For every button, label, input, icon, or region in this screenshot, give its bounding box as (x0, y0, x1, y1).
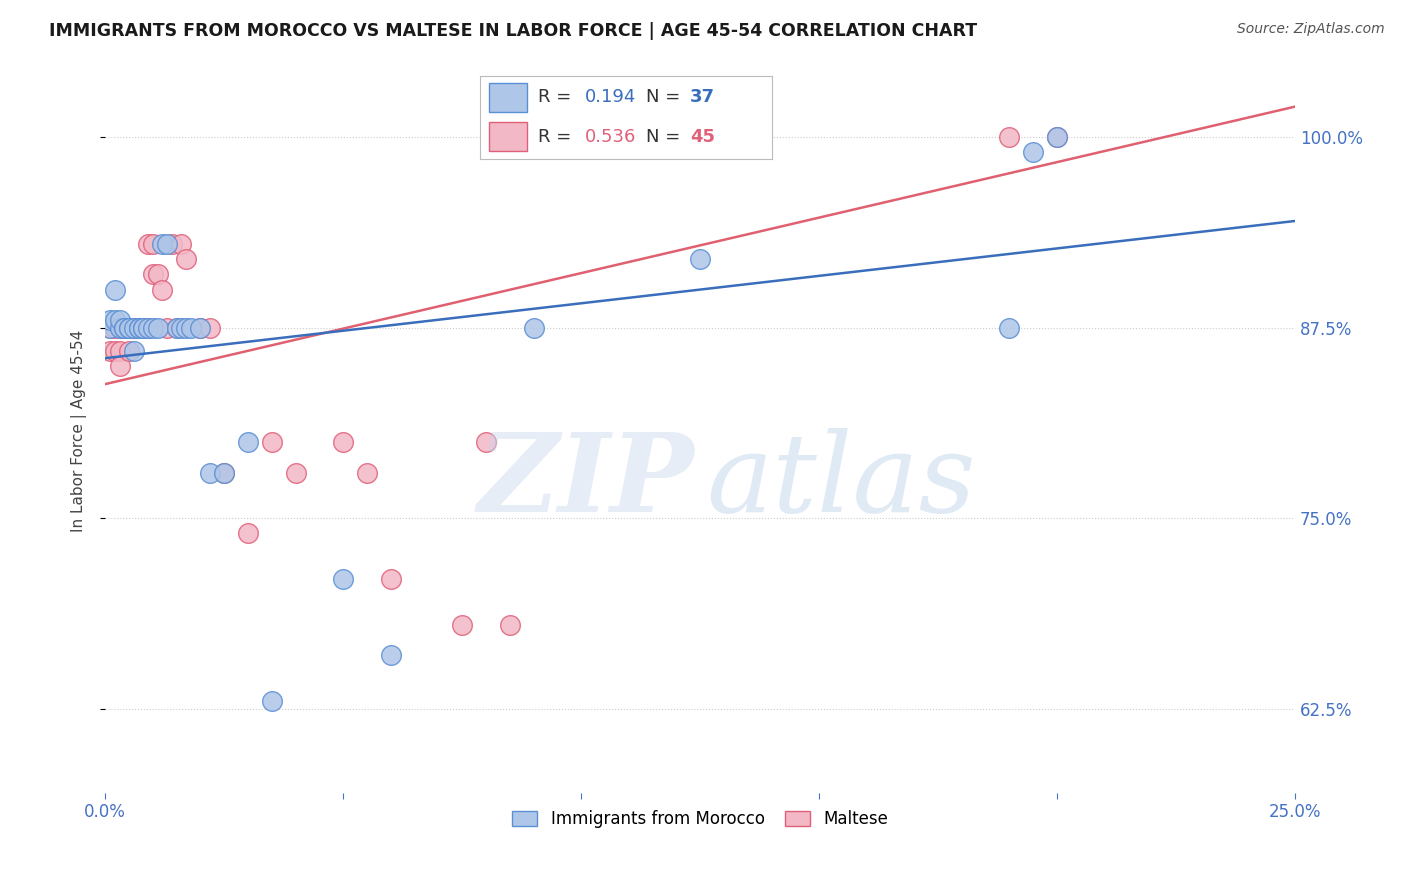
Point (122, 320, 145, 334)
Point (108, 359, 131, 373)
Point (236, 526, 259, 541)
Point (122, 320, 145, 334)
Point (104, 320, 127, 334)
Point (1022, 145, 1045, 160)
Point (98, 320, 121, 334)
Point (112, 320, 135, 334)
Point (104, 313, 127, 327)
Point (451, 618, 474, 632)
Point (170, 320, 193, 334)
Point (108, 320, 131, 334)
Point (118, 320, 141, 334)
Point (98, 313, 121, 327)
Point (112, 320, 135, 334)
Point (128, 320, 150, 334)
Text: ZIP: ZIP (478, 427, 695, 535)
Point (118, 320, 141, 334)
Point (198, 320, 221, 334)
Point (190, 320, 212, 334)
Point (152, 236, 174, 251)
Point (170, 236, 193, 251)
Point (132, 320, 155, 334)
Point (136, 320, 159, 334)
Point (118, 343, 141, 358)
Point (108, 320, 131, 334)
Point (128, 320, 150, 334)
Point (380, 572, 402, 586)
Point (98, 320, 121, 334)
Point (156, 236, 179, 251)
Point (166, 320, 188, 334)
Point (112, 320, 135, 334)
Point (260, 694, 283, 708)
Point (332, 435, 354, 450)
Point (142, 268, 165, 282)
Legend: Immigrants from Morocco, Maltese: Immigrants from Morocco, Maltese (506, 804, 894, 835)
Point (146, 320, 169, 334)
Point (214, 466, 236, 480)
Point (142, 236, 165, 251)
Point (128, 320, 150, 334)
Point (284, 466, 307, 480)
Point (118, 320, 141, 334)
Point (98, 343, 121, 358)
Point (136, 320, 159, 334)
Point (1046, 130, 1069, 145)
Text: IMMIGRANTS FROM MOROCCO VS MALTESE IN LABOR FORCE | AGE 45-54 CORRELATION CHART: IMMIGRANTS FROM MOROCCO VS MALTESE IN LA… (49, 22, 977, 40)
Point (180, 320, 202, 334)
Point (132, 320, 155, 334)
Point (146, 268, 169, 282)
Point (152, 283, 174, 297)
Point (260, 435, 283, 450)
Point (174, 252, 197, 266)
Y-axis label: In Labor Force | Age 45-54: In Labor Force | Age 45-54 (72, 329, 87, 532)
Point (128, 320, 150, 334)
Point (998, 130, 1021, 145)
Point (214, 466, 236, 480)
Point (475, 435, 498, 450)
Point (190, 320, 212, 334)
Point (128, 320, 150, 334)
Point (1046, 130, 1069, 145)
Point (523, 320, 546, 334)
Point (108, 343, 131, 358)
Point (198, 466, 221, 480)
Point (689, 252, 711, 266)
Point (236, 435, 259, 450)
Point (136, 236, 159, 251)
Text: atlas: atlas (706, 427, 976, 535)
Point (380, 648, 402, 663)
Point (132, 320, 155, 334)
Point (356, 466, 378, 480)
Point (156, 320, 179, 334)
Point (174, 320, 197, 334)
Point (122, 320, 145, 334)
Point (160, 236, 183, 251)
Text: Source: ZipAtlas.com: Source: ZipAtlas.com (1237, 22, 1385, 37)
Point (142, 320, 165, 334)
Point (122, 343, 145, 358)
Point (166, 320, 188, 334)
Point (122, 320, 145, 334)
Point (108, 313, 131, 327)
Point (132, 320, 155, 334)
Point (118, 320, 141, 334)
Point (104, 283, 127, 297)
Point (112, 320, 135, 334)
Point (998, 320, 1021, 334)
Point (104, 343, 127, 358)
Point (332, 572, 354, 586)
Point (499, 618, 522, 632)
